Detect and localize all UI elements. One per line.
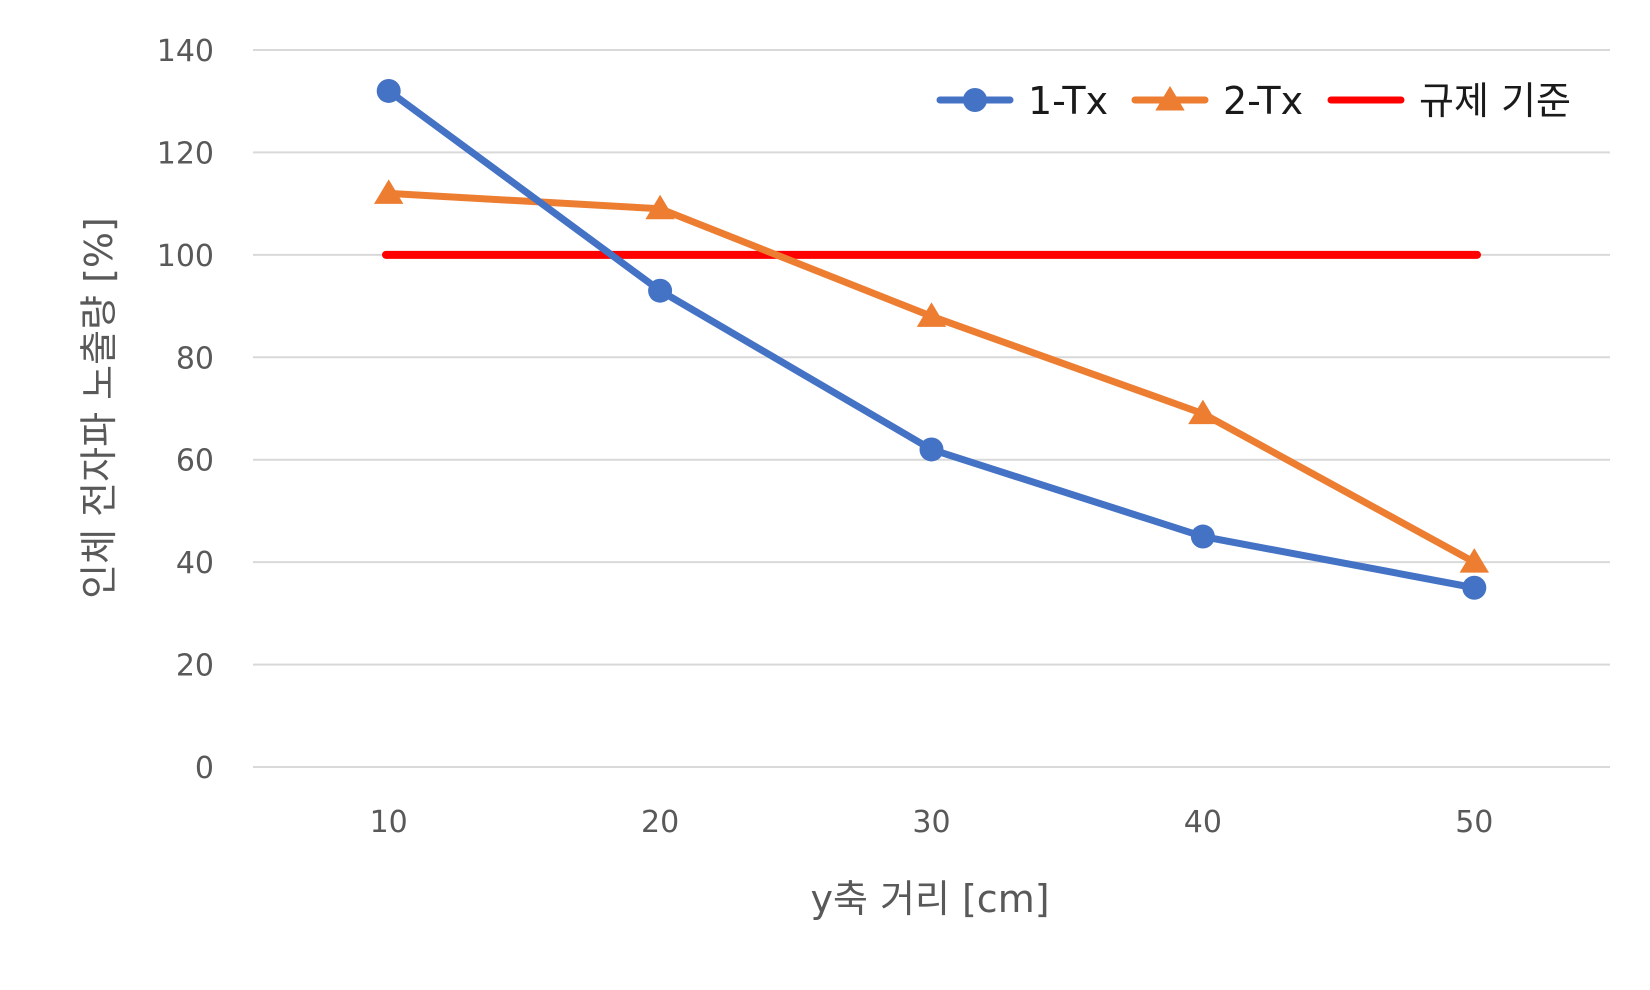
series-1-point-50: [1462, 575, 1487, 600]
legend-item-3: 규제 기준: [1327, 79, 1571, 123]
series-1-point-40: [1190, 524, 1215, 549]
legend-item-1-label: 1-Tx: [1028, 79, 1108, 123]
x-axis-title: y축 거리 [cm]: [810, 877, 1049, 921]
series-2-point-30: [916, 302, 947, 327]
series-1-point-10: [376, 78, 401, 103]
y-tick-label-80: 80: [176, 341, 214, 376]
x-tick-label-50: 50: [1455, 805, 1493, 840]
series-layer: [374, 78, 1489, 600]
series-1-point-30: [919, 437, 944, 462]
series-2-point-50: [1459, 548, 1489, 573]
y-tick-label-100: 100: [157, 239, 214, 274]
y-tick-label-40: 40: [176, 546, 214, 581]
x-tick-label-20: 20: [641, 805, 679, 840]
series-1-point-20: [648, 278, 673, 303]
legend-item-2: 2-Tx: [1131, 79, 1303, 123]
series-2-group: [374, 179, 1489, 573]
y-tick-label-0: 0: [195, 751, 214, 786]
x-tick-label-10: 10: [370, 805, 408, 840]
y-axis-title: 인체 전자파 노출량 [%]: [77, 217, 121, 599]
legend-item-2-label: 2-Tx: [1223, 79, 1303, 123]
series-2-line: [385, 189, 1478, 566]
x-tick-label-40: 40: [1184, 805, 1222, 840]
y-axis-ticks: 0 20 40 60 80 100 120 140: [157, 34, 214, 786]
series-1-line: [385, 87, 1478, 592]
legend-item-1: 1-Tx: [936, 79, 1108, 123]
x-axis-ticks: 10 20 30 40 50: [370, 805, 1494, 840]
legend-item-3-label: 규제 기준: [1419, 79, 1571, 123]
legend-item-2-marker: [1155, 86, 1185, 111]
gridlines: [253, 49, 1610, 768]
legend: 1-Tx 2-Tx 규제 기준: [936, 79, 1571, 123]
series-2-point-20: [645, 194, 675, 220]
series-1-group: [376, 78, 1487, 600]
y-tick-label-140: 140: [157, 34, 214, 69]
series-2-point-10: [374, 179, 404, 204]
legend-item-1-marker: [963, 88, 987, 112]
x-tick-label-30: 30: [912, 805, 950, 840]
y-tick-label-60: 60: [176, 444, 214, 479]
y-tick-label-120: 120: [157, 136, 214, 171]
y-tick-label-20: 20: [176, 649, 214, 684]
series-2-point-40: [1188, 399, 1218, 425]
